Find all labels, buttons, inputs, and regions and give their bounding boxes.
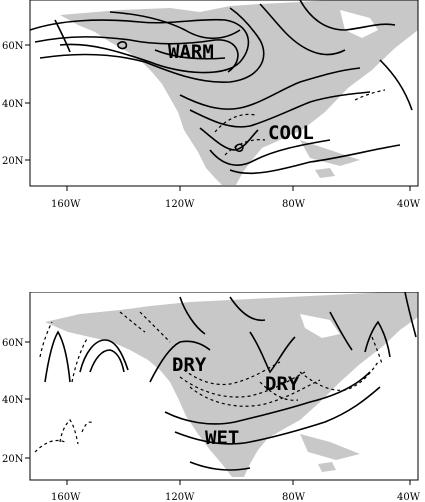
precipitation-contours (44, 292, 417, 471)
x-tick-label: 120W (165, 492, 195, 502)
region-label-dry-west: DRY (172, 354, 207, 376)
y-tick-label: 20N (2, 156, 24, 167)
axis-ticks (25, 44, 411, 191)
y-tick-label: 60N (2, 338, 24, 349)
y-tick-label: 40N (2, 99, 24, 110)
map-frame (29, 292, 419, 481)
x-tick-label: 40W (397, 492, 421, 502)
x-tick-label: 40W (397, 199, 421, 210)
temperature-anomaly-map: 160W 120W 80W 40W 60N 40N 20N WARM COOL (0, 0, 425, 215)
temperature-dashed-contours (214, 89, 386, 156)
map-frame (29, 0, 419, 187)
land-mass (45, 292, 418, 477)
x-tick-label: 80W (282, 199, 306, 210)
x-tick-label: 160W (51, 199, 81, 210)
y-tick-label: 60N (2, 41, 24, 52)
precipitation-dashed-contours (34, 311, 383, 453)
x-tick-label: 160W (51, 492, 81, 502)
axis-ticks (25, 341, 411, 485)
y-tick-label: 40N (2, 395, 24, 406)
precipitation-anomaly-map: 160W 120W 80W 40W 60N 40N 20N DRY DRY WE… (0, 292, 425, 502)
region-label-cool: COOL (268, 122, 314, 144)
x-tick-label: 80W (282, 492, 306, 502)
y-tick-label: 20N (2, 454, 24, 465)
x-tick-label: 120W (165, 199, 195, 210)
temperature-contours (29, 0, 413, 175)
region-label-dry-east: DRY (265, 373, 300, 395)
land-mass (60, 0, 418, 185)
region-label-wet: WET (205, 427, 239, 449)
region-label-warm: WARM (168, 41, 214, 63)
